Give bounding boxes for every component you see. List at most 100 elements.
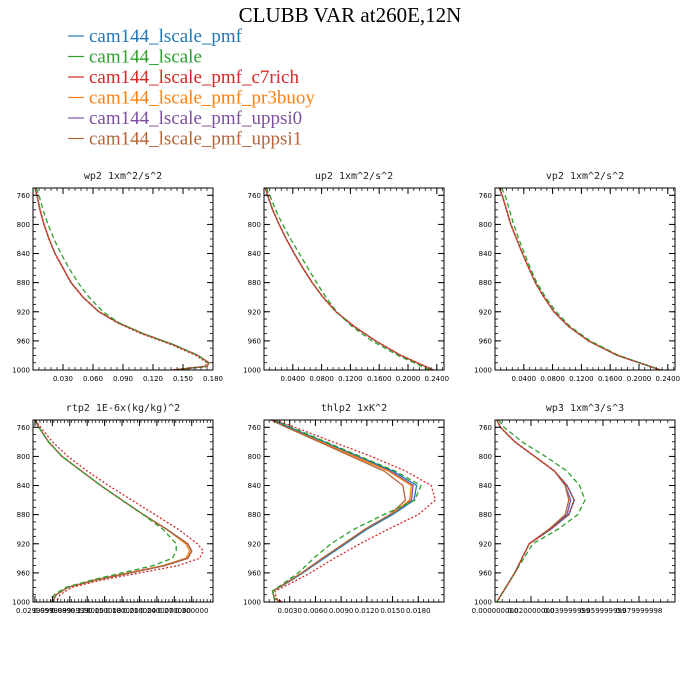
figure-title: CLUBB VAR at260E,12N xyxy=(239,3,462,27)
series-line-2 xyxy=(265,188,430,370)
y-tick-label: 920 xyxy=(479,308,492,316)
y-tick-label: 1000 xyxy=(474,367,492,375)
x-tick-label: 0.270000 xyxy=(158,607,191,615)
x-tick-label: 0.150000 xyxy=(88,607,121,615)
x-tick-label: 0.090 xyxy=(113,375,133,383)
y-tick-label: 840 xyxy=(248,482,261,490)
series-line-1 xyxy=(498,188,661,370)
series-line-4 xyxy=(496,420,575,602)
y-tick-label: 760 xyxy=(479,192,492,200)
y-tick-label: 960 xyxy=(248,569,261,577)
plot-frame xyxy=(263,187,445,371)
plot-frame xyxy=(494,419,676,603)
series-line-2 xyxy=(34,420,177,602)
series-line-6 xyxy=(34,188,210,370)
y-tick-label: 880 xyxy=(479,279,492,287)
x-tick-label: 0.039999999 xyxy=(544,607,591,615)
legend-label: cam144_lscale_pmf_uppsi0 xyxy=(89,108,302,129)
x-tick-label: 0.059999999 xyxy=(580,607,627,615)
panel-4: rtp2 1E-6x(kg/kg)^2 760 800 840 880 920 960 100… xyxy=(12,403,214,615)
x-tick-label: 0.0800 xyxy=(540,375,565,383)
x-tick-label: 0.0800 xyxy=(309,375,334,383)
y-tick-label: 760 xyxy=(17,192,30,200)
panel-1: wp2 1xm^2/s^2 760 800 840 880 920 960 1000 0.030… xyxy=(12,171,223,383)
series-group xyxy=(270,420,437,602)
x-tick-label: 0.2000 xyxy=(627,375,652,383)
series-line-3 xyxy=(34,420,205,602)
series-group xyxy=(264,188,434,370)
x-tick-label: 0.2400 xyxy=(425,375,450,383)
series-line-2 xyxy=(271,420,422,602)
y-tick-label: 800 xyxy=(248,453,261,461)
panel-title: wp3 1xm^3/s^3 xyxy=(546,403,624,414)
series-line-6 xyxy=(264,188,434,370)
x-tick-label: 0.0299999 xyxy=(16,607,54,615)
series-line-5 xyxy=(264,188,434,370)
series-line-3 xyxy=(264,188,434,370)
x-tick-label: 0.020000000 xyxy=(508,607,555,615)
series-line-2 xyxy=(500,188,661,370)
y-tick-label: 960 xyxy=(248,337,261,345)
y-tick-label: 760 xyxy=(479,424,492,432)
series-group xyxy=(34,188,210,370)
panel-title: wp2 1xm^2/s^2 xyxy=(84,171,162,182)
legend-label: cam144_lscale_pmf_c7rich xyxy=(89,67,299,88)
series-line-1 xyxy=(34,188,210,370)
series-line-5 xyxy=(496,420,572,602)
y-tick-label: 760 xyxy=(248,424,261,432)
panel-title: rtp2 1E-6x(kg/kg)^2 xyxy=(66,403,180,414)
x-tick-label: 0.1200 xyxy=(338,375,363,383)
x-tick-label: 0.079999998 xyxy=(616,607,663,615)
y-tick-label: 840 xyxy=(17,482,30,490)
x-tick-label: 0.120000 xyxy=(70,607,103,615)
x-tick-label: 0.0599999 xyxy=(33,607,71,615)
plot-frame xyxy=(32,419,214,603)
x-tick-label: 0.180 xyxy=(203,375,223,383)
series-line-5 xyxy=(34,188,210,370)
x-tick-label: 0.1600 xyxy=(367,375,392,383)
y-tick-label: 800 xyxy=(479,453,492,461)
y-tick-label: 1000 xyxy=(474,599,492,607)
legend: cam144_lscale_pmfcam144_lscalecam144_lsc… xyxy=(68,26,315,150)
series-line-6 xyxy=(496,420,570,602)
plot-frame xyxy=(263,419,445,603)
legend-label: cam144_lscale_pmf_uppsi1 xyxy=(89,129,302,150)
x-tick-label: 0.2400 xyxy=(656,375,681,383)
y-tick-label: 840 xyxy=(479,250,492,258)
y-tick-label: 960 xyxy=(479,569,492,577)
y-tick-label: 760 xyxy=(248,192,261,200)
plot-frame xyxy=(494,187,676,371)
y-tick-label: 1000 xyxy=(12,367,30,375)
series-line-4 xyxy=(498,188,661,370)
x-tick-label: 0.1600 xyxy=(598,375,623,383)
y-tick-label: 1000 xyxy=(243,599,261,607)
y-tick-label: 960 xyxy=(479,337,492,345)
series-line-6 xyxy=(498,188,661,370)
x-tick-label: 0.120 xyxy=(143,375,163,383)
x-tick-label: 0.150 xyxy=(173,375,193,383)
y-tick-label: 800 xyxy=(17,221,30,229)
x-tick-label: 0.180000 xyxy=(105,607,138,615)
y-tick-label: 880 xyxy=(248,511,261,519)
x-tick-label: 0.0150 xyxy=(380,607,405,615)
y-tick-label: 840 xyxy=(248,250,261,258)
x-tick-label: 0.0090 xyxy=(329,607,354,615)
series-line-3 xyxy=(496,420,575,602)
panel-title: up2 1xm^2/s^2 xyxy=(315,171,393,182)
panel-2: up2 1xm^2/s^2 760 800 840 880 920 960 1000 0.040… xyxy=(243,171,449,383)
series-group xyxy=(496,420,586,602)
panel-3: vp2 1xm^2/s^2 760 800 840 880 920 960 1000 0.040… xyxy=(474,171,680,383)
legend-label: cam144_lscale_pmf_pr3buoy xyxy=(89,88,315,109)
series-line-2 xyxy=(496,420,586,602)
x-tick-label: 0.0120 xyxy=(355,607,380,615)
y-tick-label: 920 xyxy=(17,540,30,548)
series-line-3 xyxy=(34,188,208,370)
y-tick-label: 840 xyxy=(479,482,492,490)
plot-frame xyxy=(32,187,214,371)
x-tick-label: 0.1200 xyxy=(569,375,594,383)
y-tick-label: 800 xyxy=(17,453,30,461)
y-tick-label: 800 xyxy=(479,221,492,229)
x-tick-label: 0.0400 xyxy=(512,375,537,383)
series-line-1 xyxy=(264,188,434,370)
